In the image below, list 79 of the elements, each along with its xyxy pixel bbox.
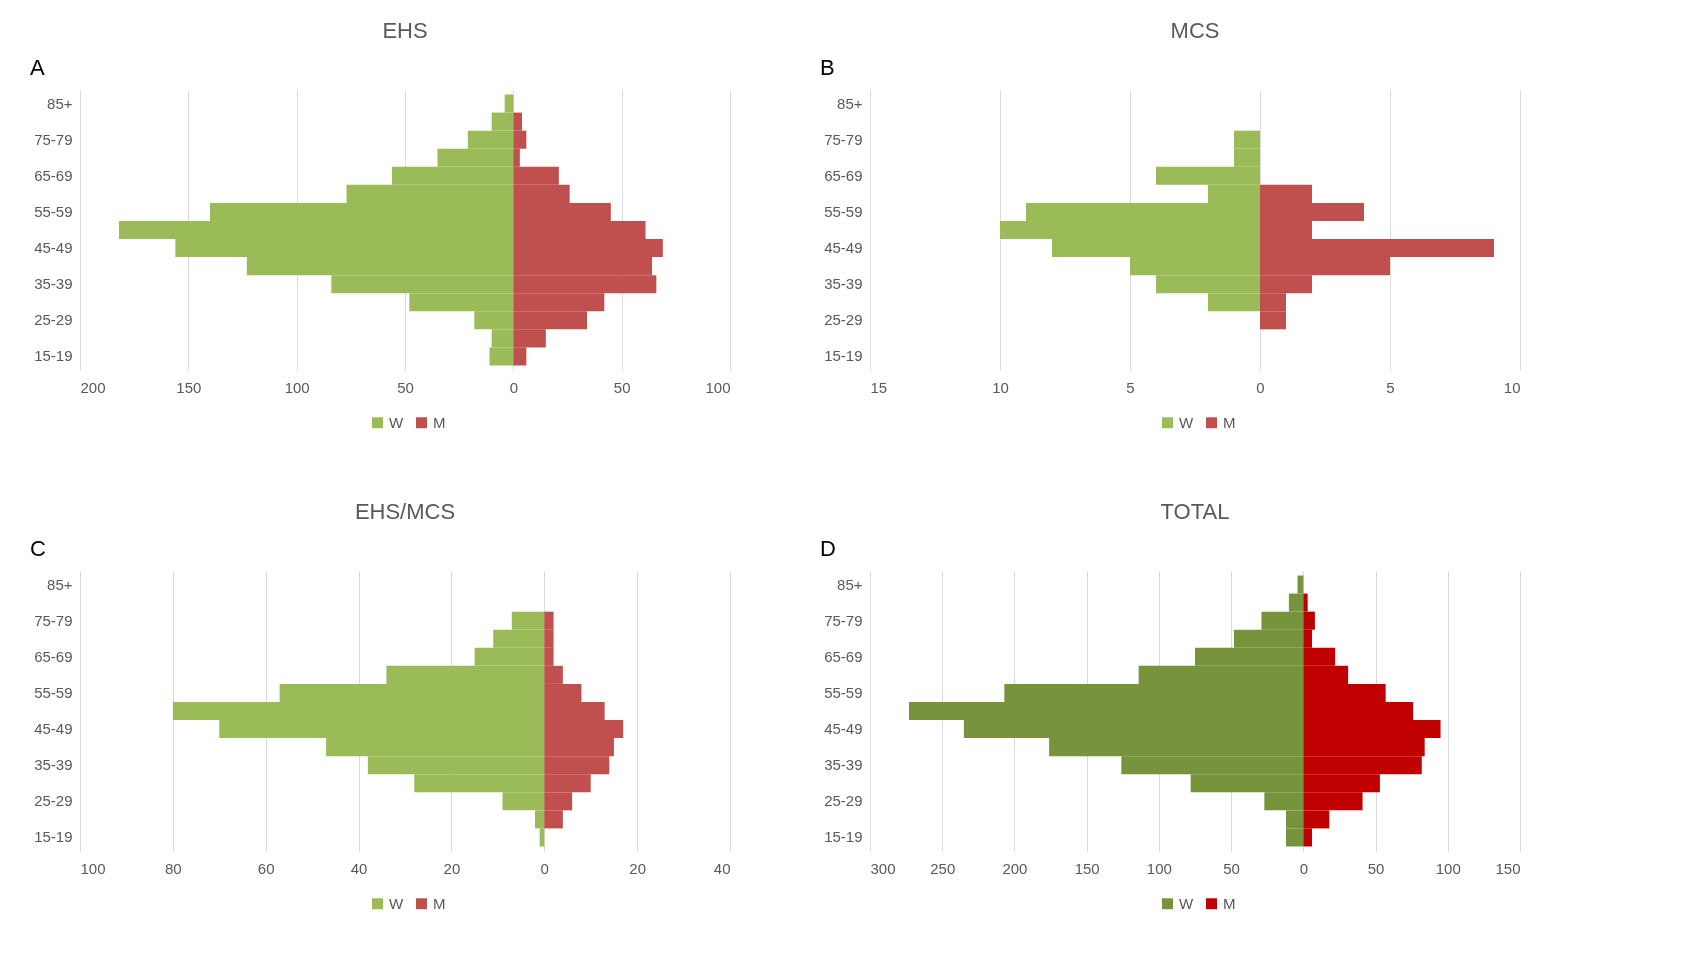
y-tick-label: 35-39 [34,275,73,293]
x-tick-label: 100 [705,378,731,396]
x-tick-label: 50 [1223,859,1240,877]
y-tick-label: 65-69 [34,166,73,184]
y-tick-label: 75-79 [34,130,73,148]
legend-label: W [1179,413,1194,431]
text: A [30,55,45,80]
legend-label: W [389,413,404,431]
x-tick-label: 40 [713,859,731,877]
y-tick-label: 25-29 [34,792,73,810]
x-tick-label: 20 [629,859,646,877]
y-tick-label: 65-69 [824,647,863,665]
chart-title: TOTAL [1160,499,1230,524]
x-tick-label: 50 [613,378,631,396]
y-tick-label: 55-59 [34,202,73,220]
x-tick-label: 0 [1299,859,1309,877]
y-tick-label: 55-59 [34,683,73,701]
x-tick-label: 5 [1126,378,1135,396]
x-tick-label: 100 [1146,859,1172,877]
y-tick-label: 25-29 [34,311,73,329]
text: D [820,536,836,561]
x-tick-label: 60 [257,859,275,877]
chart-title: EHS [382,18,428,43]
legend-label: W [389,894,404,912]
y-tick-label: 15-19 [824,828,863,846]
x-tick-label: 150 [1495,859,1521,877]
text: C [30,536,46,561]
x-tick-label: 80 [165,859,182,877]
x-tick-label: 40 [350,859,368,877]
y-tick-label: 35-39 [824,756,863,774]
legend-label: M [433,413,446,431]
x-tick-label: 150 [1074,859,1100,877]
legend-label: M [433,894,446,912]
x-tick-label: 20 [443,859,461,877]
y-tick-label: 15-19 [34,828,73,846]
y-tick-label: 45-49 [824,720,863,738]
y-tick-label: 15-19 [824,347,863,365]
x-tick-label: 100 [1435,859,1461,877]
x-tick-label: 100 [80,859,106,877]
chart-title: MCS [1170,18,1220,43]
y-tick-label: 15-19 [34,347,73,365]
chart-title: EHS/MCS [354,499,456,524]
y-tick-label: 75-79 [34,611,73,629]
x-tick-label: 100 [284,378,310,396]
y-tick-label: 35-39 [34,756,73,774]
y-tick-label: 45-49 [824,239,863,257]
y-tick-label: 85+ [837,575,863,593]
y-tick-label: 75-79 [824,611,863,629]
legend-label: M [1223,413,1236,431]
y-tick-label: 45-49 [34,720,73,738]
y-tick-label: 85+ [837,94,863,112]
x-tick-label: 50 [397,378,414,396]
y-tick-label: 65-69 [824,166,863,184]
x-tick-label: 5 [1386,378,1395,396]
y-tick-label: 45-49 [34,239,73,257]
y-tick-label: 35-39 [824,275,863,293]
x-tick-label: 15 [870,378,888,396]
x-tick-label: 250 [930,859,956,877]
x-tick-label: 300 [870,859,896,877]
x-tick-label: 10 [992,378,1009,396]
x-tick-label: 200 [1002,859,1028,877]
x-tick-label: 200 [80,378,106,396]
y-tick-label: 85+ [47,575,73,593]
y-tick-label: 55-59 [824,683,863,701]
y-tick-label: 65-69 [34,647,73,665]
text: B [820,55,835,80]
y-tick-label: 25-29 [824,311,863,329]
x-tick-label: 0 [1256,378,1265,396]
x-tick-label: 0 [509,378,519,396]
x-tick-label: 50 [1367,859,1385,877]
y-tick-label: 75-79 [824,130,863,148]
y-tick-label: 55-59 [824,202,863,220]
x-tick-label: 150 [176,378,202,396]
y-tick-label: 85+ [47,94,73,112]
x-tick-label: 0 [540,859,549,877]
x-tick-label: 10 [1503,378,1521,396]
legend-label: W [1179,894,1194,912]
y-tick-label: 25-29 [824,792,863,810]
legend-label: M [1223,894,1236,912]
